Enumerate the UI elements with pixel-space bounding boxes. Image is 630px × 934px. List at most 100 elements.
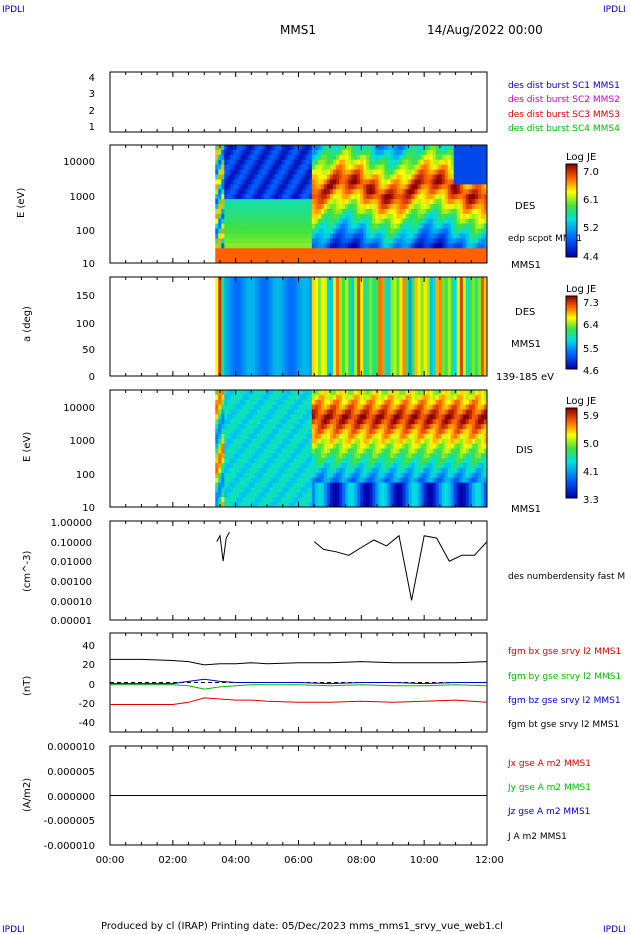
des-energy-cell — [447, 199, 452, 205]
dis-energy-cell — [345, 487, 349, 493]
dis-energy-cell — [351, 497, 355, 503]
des-energy-cell — [281, 213, 286, 220]
dis-energy-cell — [345, 438, 349, 445]
des-energy-cell — [363, 159, 367, 166]
des-energy-cell — [357, 213, 361, 220]
dis-energy-cell — [263, 394, 268, 401]
dis-energy-cell — [363, 390, 367, 396]
des-energy-cell — [323, 223, 328, 230]
dis-energy-cell — [251, 409, 255, 415]
des-energy-cell — [233, 199, 237, 205]
des-energy-cell — [284, 179, 289, 185]
des-energy-cell — [438, 238, 443, 244]
dis-energy-cell — [369, 409, 373, 415]
des-energy-cell — [287, 184, 292, 190]
dis-energy-cell — [224, 492, 228, 498]
current-ytick: 0.000005 — [47, 767, 95, 778]
des-energy-cell — [308, 238, 313, 244]
des-energy-cell — [329, 204, 334, 210]
dis-energy-cell — [342, 448, 346, 454]
dis-energy-cell — [239, 477, 243, 484]
current-ylabel: (A/m2) — [22, 778, 33, 812]
dis-energy-cell — [435, 482, 440, 488]
des-energy-cell — [326, 238, 331, 244]
dis-energy-cell — [245, 394, 249, 401]
des-energy-cell — [333, 145, 337, 151]
dis-energy-cell — [405, 414, 409, 420]
dis-energy-cell — [281, 487, 286, 493]
dis-energy-cell — [215, 399, 219, 406]
dis-energy-cell — [411, 448, 416, 454]
des-energy-cell — [396, 154, 400, 161]
des-energy-cell — [393, 174, 397, 180]
dis-energy-cell — [429, 438, 434, 445]
dis-energy-cell — [339, 394, 343, 401]
des-energy-cell — [420, 164, 425, 171]
des-energy-cell — [345, 243, 349, 249]
des-energy-cell — [342, 258, 346, 264]
des-energy-cell — [429, 184, 434, 190]
dis-energy-cell — [269, 414, 274, 420]
des-energy-cell — [245, 223, 249, 230]
dis-energy-cell — [462, 424, 467, 430]
des-energy-cell — [429, 145, 434, 151]
dis-energy-cell — [272, 448, 277, 454]
des-energy-cell — [462, 228, 467, 234]
dis-energy-cell — [218, 482, 222, 488]
des-energy-cell — [483, 199, 488, 205]
des-energy-cell — [357, 218, 361, 225]
des-energy-cell — [366, 149, 370, 156]
des-energy-cell — [426, 213, 431, 220]
des-energy-cell — [456, 213, 461, 220]
dis-energy-cell — [387, 453, 391, 459]
des-energy-cell — [405, 145, 409, 151]
des-energy-cell — [363, 179, 367, 185]
dis-energy-cell — [287, 458, 292, 464]
des-energy-cell — [402, 174, 406, 180]
des-energy-cell — [435, 159, 440, 166]
des-energy-cell — [314, 208, 319, 215]
dis-energy-cell — [348, 414, 352, 420]
dis-energy-cell — [284, 458, 289, 464]
dis-energy-cell — [251, 424, 255, 430]
des-energy-cell — [456, 208, 461, 215]
des-energy-cell — [387, 159, 391, 166]
dis-energy-cell — [399, 438, 403, 445]
des-energy-cell — [429, 233, 434, 239]
des-energy-cell — [378, 218, 382, 225]
des-energy-cell — [311, 258, 316, 264]
des-energy-cell — [480, 223, 485, 230]
des-pitch-cell — [456, 277, 461, 376]
dis-energy-cell — [272, 453, 277, 459]
des-energy-cell — [366, 243, 370, 249]
dis-energy-cell — [299, 409, 304, 415]
des-energy-cell — [272, 228, 277, 234]
des-energy-cell — [435, 179, 440, 185]
des-energy-cell — [465, 189, 470, 195]
des-energy-cell — [269, 258, 274, 264]
des-energy-cell — [342, 145, 346, 151]
des-energy-cell — [369, 164, 373, 171]
des-energy-cell — [420, 189, 425, 195]
dis-energy-cell — [441, 438, 446, 445]
des-energy-cell — [396, 199, 400, 205]
des-energy-cell — [314, 243, 319, 249]
des-energy-cell — [296, 184, 301, 190]
dis-energy-cell — [242, 458, 246, 464]
des-energy-cell — [266, 213, 271, 220]
dis-energy-cell — [257, 453, 262, 459]
des-energy-cell — [287, 248, 292, 254]
dis-energy-cell — [323, 448, 328, 454]
des-energy-cell — [314, 248, 319, 254]
des-energy-cell — [281, 258, 286, 264]
dis-energy-cell — [224, 487, 228, 493]
dis-energy-cell — [263, 390, 268, 396]
des-energy-cell — [375, 154, 379, 161]
des-energy-cell — [354, 174, 358, 180]
dis-energy-cell — [299, 477, 304, 484]
des-energy-cell — [233, 218, 237, 225]
des-energy-cell — [266, 174, 271, 180]
des-energy-cell — [266, 253, 271, 259]
dis-energy-cell — [411, 429, 416, 435]
des-energy-cell — [302, 238, 307, 244]
